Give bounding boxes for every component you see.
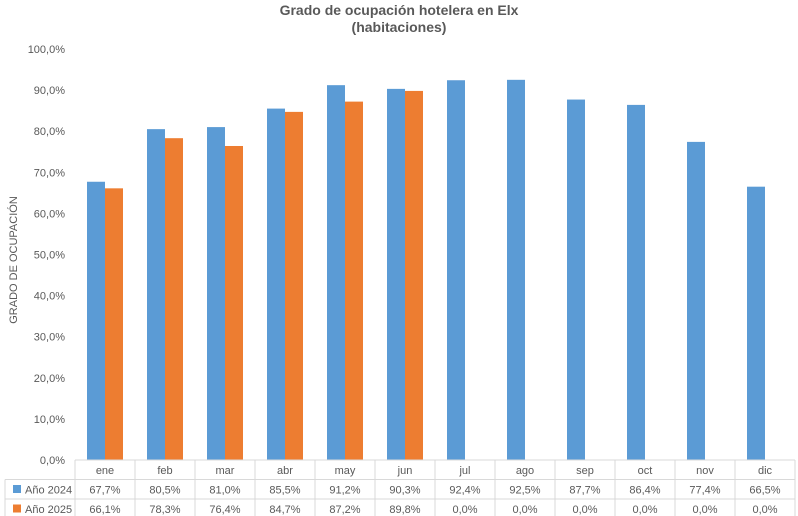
bar-ano-2024-ago (507, 79, 525, 460)
bar-ano-2024-nov (687, 141, 705, 461)
bar-ano-2025-jun (405, 90, 423, 460)
x-tick-label: dic (758, 465, 773, 477)
y-tick-label: 30,0% (34, 332, 65, 344)
table-cell-value: 87,2% (329, 504, 360, 516)
legend-swatch (13, 504, 21, 513)
y-axis-title: GRADO DE OCUPACIÓN (7, 196, 20, 324)
y-tick-label: 60,0% (34, 208, 65, 220)
y-tick-label: 0,0% (40, 455, 65, 467)
bar-ano-2024-may (327, 85, 345, 460)
y-tick-label: 50,0% (34, 250, 65, 262)
x-tick-label: mar (216, 465, 235, 477)
table-cell-value: 91,2% (329, 485, 360, 497)
x-tick-label: ago (516, 465, 534, 477)
table-cell-value: 67,7% (89, 485, 120, 497)
y-tick-label: 100,0% (28, 44, 66, 56)
legend-label: Año 2024 (25, 485, 72, 497)
bars (87, 79, 765, 461)
table-cell-value: 77,4% (689, 485, 720, 497)
table-cell-value: 66,5% (749, 485, 780, 497)
y-tick-label: 20,0% (34, 373, 65, 385)
x-tick-label: ene (96, 465, 114, 477)
x-tick-label: feb (157, 465, 172, 477)
legend-label: Año 2025 (25, 504, 72, 516)
table-cell-value: 66,1% (89, 504, 120, 516)
table-cell-value: 87,7% (569, 485, 600, 497)
table-cell-value: 84,7% (269, 504, 300, 516)
y-tick-label: 90,0% (34, 85, 65, 97)
bar-ano-2024-mar (207, 127, 225, 460)
x-tick-label: jul (458, 465, 470, 477)
bar-ano-2025-abr (285, 111, 303, 461)
table-cell-value: 86,4% (629, 485, 660, 497)
bar-ano-2025-feb (165, 138, 183, 460)
bar-ano-2024-jul (447, 80, 465, 461)
bar-ano-2024-feb (147, 129, 165, 460)
bar-ano-2024-ene (87, 181, 105, 461)
bar-ano-2025-mar (225, 145, 243, 460)
table-cell-value: 92,4% (449, 485, 480, 497)
table-cell-value: 85,5% (269, 485, 300, 497)
bar-ano-2024-oct (627, 104, 645, 460)
y-tick-label: 70,0% (34, 167, 65, 179)
bar-ano-2025-may (345, 101, 363, 460)
x-tick-label: nov (696, 465, 714, 477)
table-cell-value: 0,0% (452, 504, 477, 516)
table-cell-value: 80,5% (149, 485, 180, 497)
x-tick-label: may (335, 465, 356, 477)
chart-title: Grado de ocupación hotelera en Elx (279, 2, 519, 18)
table-cell-value: 90,3% (389, 485, 420, 497)
table-cell-value: 0,0% (692, 504, 717, 516)
table-cell-value: 0,0% (752, 504, 777, 516)
x-tick-label: sep (576, 465, 594, 477)
bar-ano-2025-ene (105, 188, 123, 461)
legend-swatch (13, 485, 21, 493)
bar-ano-2024-jun (387, 88, 405, 460)
chart-subtitle: (habitaciones) (351, 19, 447, 35)
bar-ano-2024-dic (747, 186, 765, 460)
x-tick-label: oct (638, 465, 653, 477)
y-tick-label: 80,0% (34, 126, 65, 138)
table-cell-value: 92,5% (509, 485, 540, 497)
table-cell-value: 81,0% (209, 485, 240, 497)
bar-ano-2024-sep (567, 99, 585, 460)
table-cell-value: 76,4% (209, 504, 240, 516)
y-tick-label: 10,0% (34, 414, 65, 426)
y-axis-title-group: GRADO DE OCUPACIÓN (7, 196, 20, 324)
data-table: ene feb mar abr may jun jul ago sep oct nov dic Año … (4, 459, 796, 516)
table-cell-value: 0,0% (512, 504, 537, 516)
table-cell-value: 0,0% (632, 504, 657, 516)
table-cell-value: 89,8% (389, 504, 420, 516)
bar-ano-2024-abr (267, 108, 285, 460)
table-cell-value: 0,0% (572, 504, 597, 516)
x-tick-label: jun (397, 465, 413, 477)
table-cell-value: 78,3% (149, 504, 180, 516)
x-tick-label: abr (277, 465, 293, 477)
y-tick-label: 40,0% (34, 291, 65, 303)
